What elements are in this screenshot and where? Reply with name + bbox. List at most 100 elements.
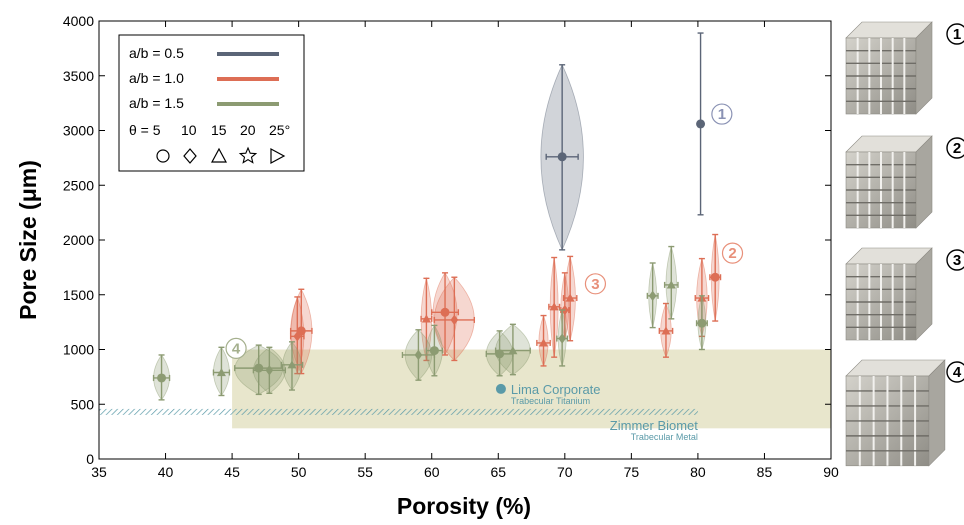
callout-circle bbox=[721, 242, 744, 264]
point-marker bbox=[440, 307, 450, 317]
callout-label: 1 bbox=[718, 106, 726, 123]
point-marker bbox=[539, 338, 549, 347]
point-marker bbox=[287, 360, 297, 369]
point-marker bbox=[429, 346, 439, 356]
y-tick-label: 2500 bbox=[63, 177, 94, 193]
x-tick-label: 80 bbox=[690, 464, 706, 480]
data-point bbox=[431, 272, 460, 356]
legend-theta-25: 25° bbox=[269, 122, 290, 138]
x-tick-label: 50 bbox=[291, 464, 307, 480]
data-layer: 1 2 3 4 bbox=[152, 32, 744, 401]
point-marker bbox=[265, 365, 274, 376]
data-point bbox=[152, 354, 171, 401]
lima-label: Lima Corporate bbox=[511, 382, 601, 397]
y-tick-label: 3000 bbox=[63, 123, 94, 139]
cube-side bbox=[915, 21, 933, 115]
data-point bbox=[696, 32, 706, 216]
x-tick-label: 65 bbox=[490, 464, 506, 480]
callout-circle bbox=[225, 337, 247, 360]
y-tick-label: 3500 bbox=[63, 68, 94, 84]
point-marker bbox=[157, 373, 167, 383]
point-marker bbox=[421, 314, 431, 323]
zimmer-sublabel: Trabecular Metal bbox=[631, 432, 698, 442]
x-tick-label: 55 bbox=[357, 464, 373, 480]
point-marker bbox=[495, 349, 505, 359]
point-marker bbox=[450, 314, 459, 326]
legend-theta-10: 10 bbox=[181, 122, 197, 138]
lima-marker bbox=[495, 383, 506, 394]
thumbnail-badge-label: 4 bbox=[953, 364, 962, 381]
callout-circle bbox=[584, 273, 607, 295]
data-point bbox=[401, 329, 436, 381]
data-point bbox=[536, 314, 551, 367]
thumbnail-badge bbox=[946, 361, 964, 383]
legend-theta-15: 15 bbox=[211, 122, 227, 138]
legend-label-ab10: a/b = 1.0 bbox=[129, 70, 184, 86]
point-marker bbox=[557, 152, 567, 162]
point-marker bbox=[414, 349, 423, 361]
cube-top bbox=[845, 359, 946, 377]
point-marker bbox=[710, 272, 720, 282]
cube-side bbox=[915, 247, 933, 341]
y-tick-label: 500 bbox=[71, 396, 95, 412]
cube-side bbox=[928, 359, 946, 467]
y-tick-label: 1500 bbox=[63, 287, 94, 303]
data-point bbox=[646, 262, 659, 329]
legend-theta-20: 20 bbox=[240, 122, 256, 138]
thumbnail-badge-label: 2 bbox=[953, 140, 961, 157]
legend-triangle-right-icon bbox=[270, 147, 286, 165]
lattice-thumbnail: 2 bbox=[845, 135, 964, 229]
thumbnail-badge bbox=[946, 249, 964, 271]
data-point bbox=[556, 308, 569, 368]
data-point bbox=[695, 294, 708, 351]
point-marker bbox=[549, 302, 559, 311]
x-tick-label: 35 bbox=[91, 464, 107, 480]
callout-label: 4 bbox=[232, 340, 241, 357]
x-axis-title: Porosity (%) bbox=[397, 493, 531, 519]
callout-label: 3 bbox=[591, 276, 599, 293]
point-marker bbox=[666, 280, 676, 289]
reference-band bbox=[232, 349, 831, 429]
callout-badge: 4 bbox=[225, 337, 247, 360]
data-point bbox=[252, 346, 287, 394]
x-tick-label: 90 bbox=[823, 464, 839, 480]
data-point bbox=[562, 255, 578, 342]
lattice-thumbnail: 3 bbox=[845, 247, 964, 341]
reference-band-layer bbox=[232, 349, 831, 429]
data-point bbox=[280, 341, 304, 391]
thumbnail-badge bbox=[946, 23, 964, 45]
data-point bbox=[425, 324, 444, 377]
lattice-thumbnail: 4 bbox=[845, 359, 964, 467]
y-tick-label: 0 bbox=[86, 451, 94, 467]
data-point bbox=[658, 302, 674, 359]
y-tick-label: 4000 bbox=[63, 13, 94, 29]
lattice-thumbnail: 1 bbox=[845, 21, 964, 115]
thumbnail-panel: 1 2 3 4 bbox=[845, 21, 964, 467]
zimmer-label: Zimmer Biomet bbox=[610, 418, 699, 433]
data-point bbox=[433, 276, 476, 362]
point-marker bbox=[508, 346, 518, 355]
point-marker bbox=[697, 318, 707, 328]
point-marker bbox=[558, 333, 566, 344]
x-tick-label: 75 bbox=[624, 464, 640, 480]
cube-side bbox=[915, 135, 933, 229]
x-tick-label: 60 bbox=[424, 464, 440, 480]
point-marker bbox=[296, 326, 306, 336]
legend-theta-title: θ = 5 bbox=[129, 122, 161, 138]
x-tick-label: 70 bbox=[557, 464, 573, 480]
callout-badge: 1 bbox=[711, 103, 733, 125]
axis-layer: 35 40 45 50 55 60 65 70 75 80 85 90 0 500 1000 1500 2000… bbox=[63, 13, 839, 480]
data-point bbox=[420, 276, 433, 362]
point-marker bbox=[648, 290, 657, 302]
legend-label-ab05: a/b = 0.5 bbox=[129, 45, 184, 61]
thumbnail-badge-label: 3 bbox=[953, 252, 961, 269]
x-tick-label: 45 bbox=[224, 464, 240, 480]
point-marker bbox=[661, 326, 671, 335]
data-point bbox=[709, 233, 722, 322]
lima-sublabel: Trabecular Titanium bbox=[511, 396, 590, 406]
data-point bbox=[548, 256, 561, 358]
data-point bbox=[540, 63, 584, 251]
